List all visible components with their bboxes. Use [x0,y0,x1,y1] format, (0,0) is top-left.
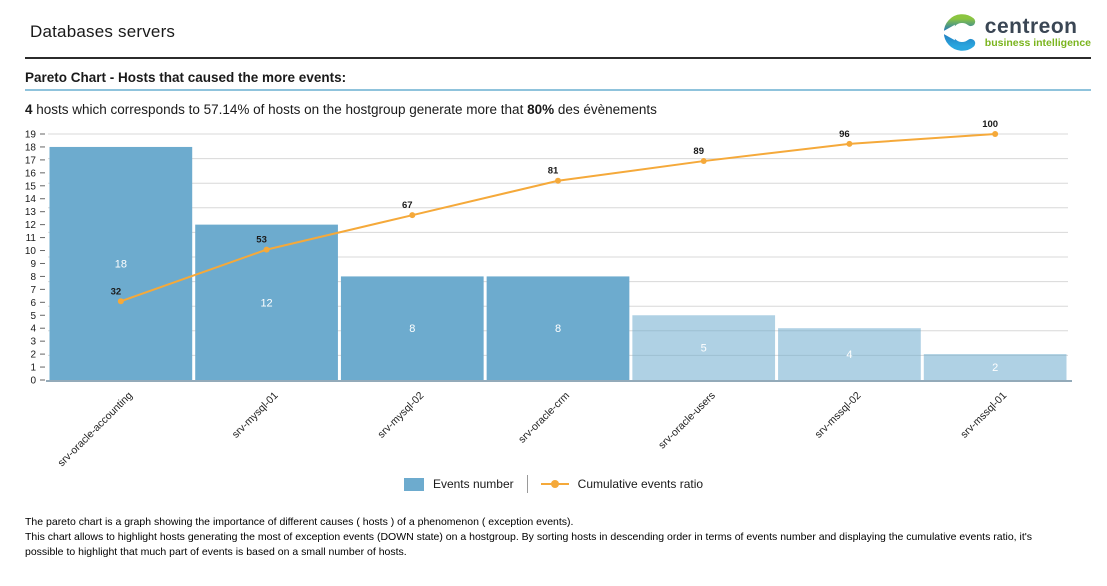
centreon-logo: centreon business intelligence [940,14,1091,51]
y-axis-tick-label: 17 [25,155,37,166]
legend-item-events-number: Events number [403,477,514,491]
cumulative-point[interactable] [846,140,853,147]
pareto-chart-area: 18 12 8 8 5 4 2 0 1 2 3 4 5 6 7 8 9 10 11 12 13 14 15 16 17 18 19 3… [0,119,1107,473]
cumulative-value-label: 96 [839,129,850,140]
x-axis-label: srv-mssql-02 [813,390,864,441]
y-axis-tick-label: 13 [25,207,37,218]
y-axis-tick-label: 2 [30,350,36,361]
legend-line-dot-icon [550,480,559,488]
page-title: Databases servers [30,22,176,41]
bar-value-label: 2 [992,362,998,374]
cumulative-point[interactable] [117,298,124,305]
summary-middle: hosts which corresponds to 57.14% of hos… [32,102,528,117]
y-axis-tick-label: 5 [30,311,36,322]
cumulative-value-label: 67 [402,200,413,211]
summary-host-count: 4 [25,102,33,117]
cumulative-point[interactable] [555,177,561,184]
y-axis-tick-label: 0 [30,376,36,387]
legend-item-cumulative-ratio: Cumulative events ratio [540,477,704,491]
y-axis-tick-label: 14 [25,194,37,205]
report-header: Databases servers centreon business inte… [0,0,1107,51]
cumulative-value-label: 53 [256,235,267,246]
bar[interactable] [632,315,776,380]
x-axis-label: srv-oracle-accounting [56,390,136,470]
y-axis-tick-label: 8 [30,272,36,283]
bar[interactable] [923,354,1067,380]
x-axis-label: srv-oracle-crm [516,389,572,445]
description-line-3: possible to highlight that much part of … [25,546,407,559]
legend-line-label: Cumulative events ratio [577,477,704,491]
y-axis-tick-label: 11 [26,233,37,244]
cumulative-value-label: 32 [111,286,122,297]
bar-value-label: 5 [701,343,707,355]
centreon-logo-icon [940,14,975,51]
x-axis-label: srv-mssql-01 [958,390,1009,441]
centreon-logo-subtitle: business intelligence [984,37,1091,50]
legend-bar-label: Events number [432,477,514,491]
y-axis-tick-label: 12 [25,220,37,231]
bar[interactable] [486,276,630,380]
title-divider [25,57,1091,59]
y-axis-tick-label: 10 [25,246,37,257]
bar-value-label: 12 [260,297,272,309]
y-axis-tick-label: 6 [30,298,36,309]
x-axis-label: srv-mysql-01 [230,390,281,441]
cumulative-value-label: 100 [982,119,998,130]
y-axis-tick-label: 7 [30,285,36,296]
description-line-1: The pareto chart is a graph showing the … [25,516,574,528]
legend-divider [526,475,528,493]
chart-description: The pareto chart is a graph showing the … [25,515,1091,561]
bar-value-label: 8 [409,323,415,335]
legend-bar-swatch [403,477,424,491]
cumulative-value-label: 89 [693,146,704,157]
centreon-logo-name: centreon [984,15,1078,39]
summary-text: 4 hosts which corresponds to 57.14% of h… [25,102,1091,117]
summary-suffix: des évènements [554,102,657,117]
cumulative-value-label: 81 [548,166,559,177]
y-axis-tick-label: 3 [30,337,36,348]
bar[interactable] [778,328,921,380]
bar-value-label: 8 [555,323,561,335]
cumulative-point[interactable] [409,212,416,219]
description-line-2: This chart allows to highlight hosts gen… [25,531,1033,544]
bar-value-label: 4 [846,349,852,361]
cumulative-point[interactable] [992,131,999,137]
y-axis-tick-label: 16 [25,168,37,179]
cumulative-point[interactable] [263,246,270,253]
bar-value-label: 18 [115,258,127,270]
legend-line-swatch [540,480,569,488]
centreon-logo-text: centreon business intelligence [985,16,1091,49]
bar[interactable] [340,276,484,380]
x-axis-label: srv-oracle-users [656,390,718,452]
summary-percent: 80% [527,102,555,117]
section-heading: Pareto Chart - Hosts that caused the mor… [25,70,1091,91]
y-axis-tick-label: 15 [25,181,37,192]
y-axis-tick-label: 1 [30,363,36,374]
x-axis-label: srv-mysql-02 [375,390,426,441]
chart-legend: Events number Cumulative events ratio [0,475,1107,493]
cumulative-point[interactable] [700,158,707,165]
y-axis-tick-label: 19 [25,130,37,141]
y-axis-tick-label: 18 [25,142,37,153]
y-axis-tick-label: 9 [30,259,36,270]
bar[interactable] [49,146,193,380]
y-axis-tick-label: 4 [30,324,36,335]
